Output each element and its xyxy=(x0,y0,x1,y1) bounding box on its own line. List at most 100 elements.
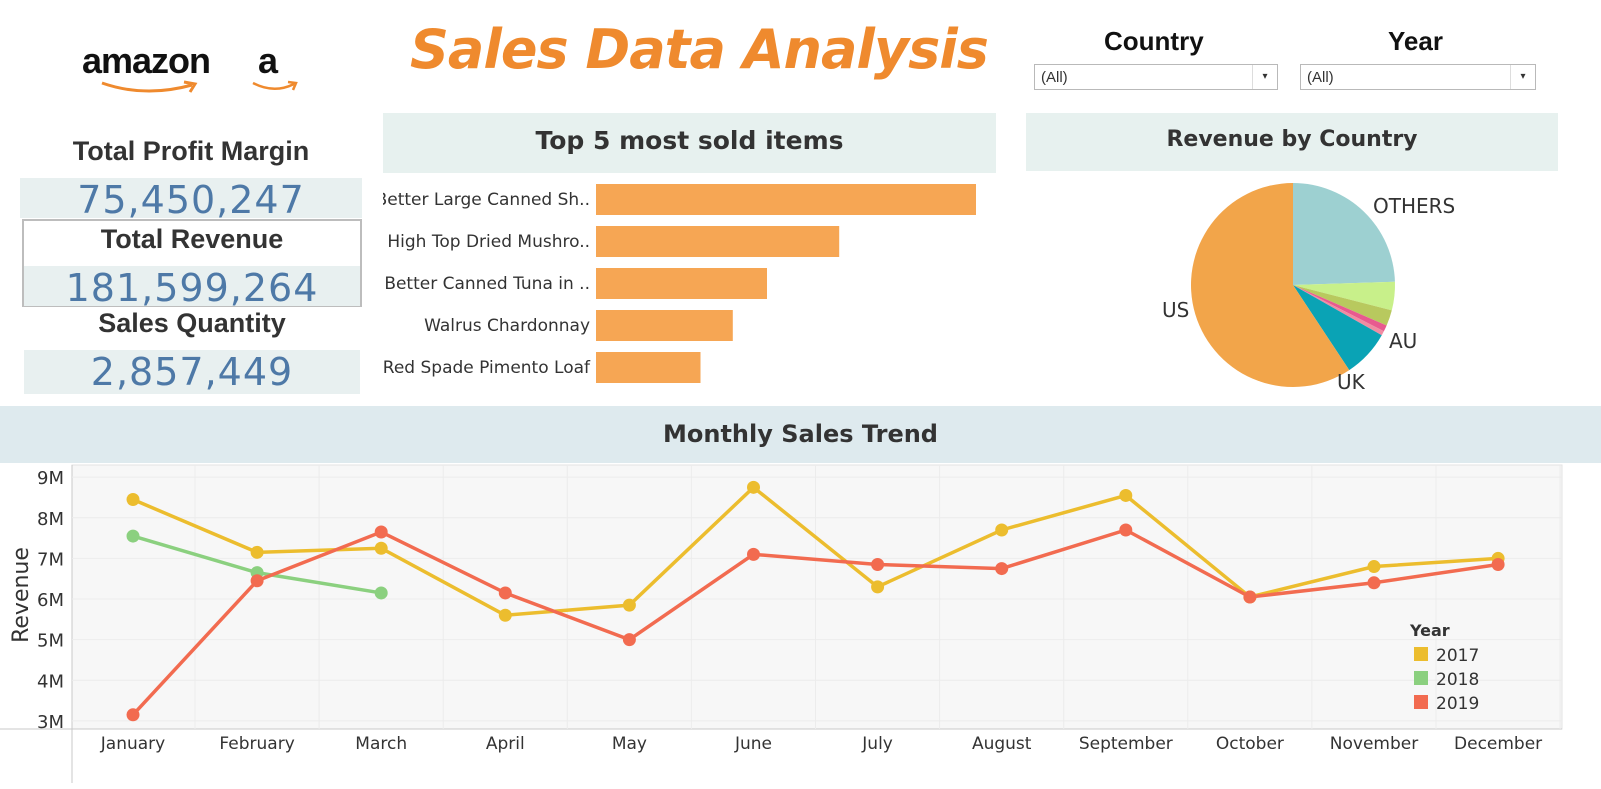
amazon-wordmark-logo: amazon xyxy=(82,40,232,98)
smile-arrow-icon xyxy=(252,80,298,91)
data-point[interactable] xyxy=(871,580,885,594)
data-point[interactable] xyxy=(498,608,512,622)
data-point[interactable] xyxy=(1119,488,1133,502)
data-point[interactable] xyxy=(747,480,760,494)
data-point[interactable] xyxy=(374,525,388,539)
data-point[interactable] xyxy=(250,574,264,588)
series-lines xyxy=(126,480,1505,722)
bar-group: Better Large Canned Sh.. High Top Dried M… xyxy=(383,184,976,383)
pie-group xyxy=(1191,183,1395,387)
pie-slice[interactable] xyxy=(1293,281,1395,311)
profit-margin-value-box: 75,450,247 xyxy=(20,178,362,222)
pie-slice[interactable] xyxy=(1191,183,1350,387)
pie-slice[interactable] xyxy=(1293,285,1382,371)
sales-quantity-label: Sales Quantity xyxy=(98,308,286,338)
legend-swatch[interactable] xyxy=(1414,671,1428,685)
legend-items: 2017 2018 2019 xyxy=(1414,646,1479,714)
y-tick-label: 4M xyxy=(37,671,64,692)
dropdown-arrow-icon[interactable]: ▾ xyxy=(1252,65,1277,89)
country-filter-label: Country xyxy=(1104,26,1204,56)
series-line xyxy=(132,485,1499,618)
bar[interactable] xyxy=(596,352,701,383)
legend-swatch[interactable] xyxy=(1414,647,1428,661)
y-tick-label: 8M xyxy=(37,509,64,530)
data-point[interactable] xyxy=(374,541,388,555)
profit-margin-label: Total Profit Margin xyxy=(72,136,310,166)
sales-quantity-value-box: 2,857,449 xyxy=(24,350,360,394)
country-filter-select[interactable]: (All) ▾ xyxy=(1034,64,1278,90)
x-tick-label: August xyxy=(972,734,1032,754)
data-point[interactable] xyxy=(1491,558,1505,572)
y-tick-label: 5M xyxy=(37,631,64,652)
x-tick-label: April xyxy=(486,734,525,754)
bar-label: Better Large Canned Sh.. xyxy=(383,190,590,210)
pie-label-uk: UK xyxy=(1337,370,1366,394)
pie-slice[interactable] xyxy=(1293,285,1392,326)
monthly-trend-line-chart: 3M 4M 5M 6M 7M 8M 9M January February March April… xyxy=(0,464,1563,783)
data-point[interactable] xyxy=(126,708,140,722)
data-point[interactable] xyxy=(995,562,1009,576)
data-point[interactable] xyxy=(250,545,264,559)
y-tick-label: 6M xyxy=(37,590,64,611)
logo-wordmark-text: amazon xyxy=(82,40,211,81)
x-tick-label: June xyxy=(734,734,772,754)
data-point[interactable] xyxy=(1243,590,1257,604)
y-tick-labels: 3M 4M 5M 6M 7M 8M 9M xyxy=(37,468,64,733)
x-tick-label: December xyxy=(1454,734,1542,754)
y-tick-label: 7M xyxy=(37,549,64,570)
bar-label: Walrus Chardonnay xyxy=(424,316,590,336)
dropdown-arrow-icon[interactable]: ▾ xyxy=(1510,65,1535,89)
top-items-header: Top 5 most sold items xyxy=(383,113,996,173)
total-revenue-card xyxy=(22,219,362,307)
x-tick-labels: January February March April May June July Augu… xyxy=(100,734,1542,754)
pie-slice[interactable] xyxy=(1293,285,1387,332)
bar[interactable] xyxy=(596,184,976,215)
legend-label[interactable]: 2019 xyxy=(1436,694,1479,714)
pie-label-others: OTHERS xyxy=(1373,194,1455,218)
x-tick-label: July xyxy=(861,734,893,754)
data-point[interactable] xyxy=(622,598,636,612)
total-revenue-value: 181,599,264 xyxy=(65,266,319,310)
data-point[interactable] xyxy=(1119,523,1133,537)
revenue-country-header: Revenue by Country xyxy=(1026,113,1558,171)
data-point[interactable] xyxy=(995,523,1009,537)
legend-label[interactable]: 2017 xyxy=(1436,646,1479,666)
data-point[interactable] xyxy=(126,493,140,507)
data-point[interactable] xyxy=(1367,560,1381,574)
y-axis-label: Revenue xyxy=(9,547,34,643)
plot-area xyxy=(71,464,1563,730)
smile-arrow-icon xyxy=(101,80,198,93)
country-filter-value: (All) xyxy=(1041,69,1068,86)
x-tick-label: March xyxy=(355,734,407,754)
legend-swatch[interactable] xyxy=(1414,695,1428,709)
legend: Year 2017 2018 2019 xyxy=(1409,621,1479,714)
x-tick-label: November xyxy=(1330,734,1418,754)
legend-title: Year xyxy=(1409,621,1450,640)
x-tick-label: January xyxy=(100,734,165,754)
data-point[interactable] xyxy=(871,558,885,572)
y-tick-label: 3M xyxy=(37,712,64,733)
bar[interactable] xyxy=(596,310,733,341)
monthly-trend-header: Monthly Sales Trend xyxy=(0,406,1601,463)
pie-slice[interactable] xyxy=(1293,183,1395,285)
series-line xyxy=(131,528,1499,716)
data-point[interactable] xyxy=(374,586,388,600)
data-point[interactable] xyxy=(747,547,760,561)
bar[interactable] xyxy=(596,226,840,257)
data-point[interactable] xyxy=(126,529,140,543)
data-point[interactable] xyxy=(498,586,512,600)
bar[interactable] xyxy=(596,268,767,299)
pie-slice[interactable] xyxy=(1293,285,1384,336)
amazon-a-logo: a xyxy=(248,40,308,98)
data-point[interactable] xyxy=(1367,576,1381,590)
legend-label[interactable]: 2018 xyxy=(1436,670,1479,690)
data-point[interactable] xyxy=(622,633,636,647)
year-filter-value: (All) xyxy=(1307,69,1334,86)
x-tick-label: October xyxy=(1216,734,1284,754)
x-tick-label: May xyxy=(612,734,647,754)
year-filter-select[interactable]: (All) ▾ xyxy=(1300,64,1536,90)
year-filter-label: Year xyxy=(1388,26,1443,56)
revenue-pie-chart: OTHERS AU UK US xyxy=(1162,183,1455,394)
top-items-bar-chart: Better Large Canned Sh.. High Top Dried M… xyxy=(383,184,976,383)
dashboard-title: Sales Data Analysis xyxy=(410,18,989,81)
